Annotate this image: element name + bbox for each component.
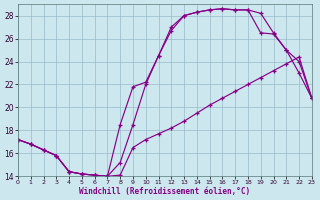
- X-axis label: Windchill (Refroidissement éolien,°C): Windchill (Refroidissement éolien,°C): [79, 187, 251, 196]
